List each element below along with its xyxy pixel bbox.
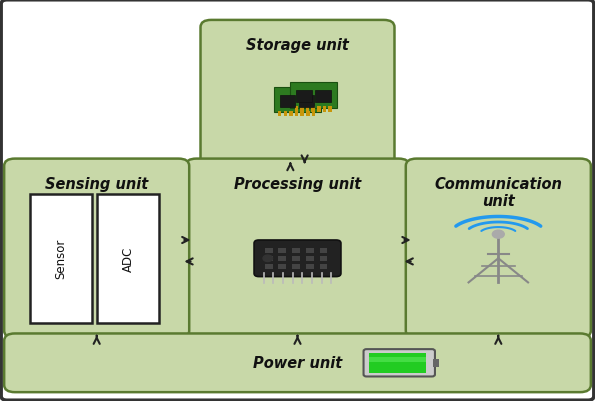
Bar bbox=[315, 91, 331, 103]
Text: Communication
unit: Communication unit bbox=[434, 176, 562, 209]
Bar bbox=[312, 112, 315, 117]
Bar bbox=[299, 95, 314, 107]
Bar bbox=[306, 265, 314, 270]
Bar bbox=[300, 112, 304, 117]
Text: ADC: ADC bbox=[122, 246, 134, 271]
Text: Sensing unit: Sensing unit bbox=[45, 176, 148, 191]
Bar bbox=[292, 257, 300, 261]
Bar bbox=[306, 112, 310, 117]
Bar bbox=[300, 107, 303, 112]
Circle shape bbox=[493, 231, 504, 239]
Bar bbox=[292, 248, 300, 254]
FancyBboxPatch shape bbox=[274, 87, 321, 113]
Bar bbox=[320, 248, 327, 254]
Circle shape bbox=[263, 255, 273, 262]
FancyBboxPatch shape bbox=[254, 240, 341, 277]
Bar bbox=[320, 265, 327, 270]
Bar bbox=[328, 107, 332, 112]
FancyBboxPatch shape bbox=[4, 334, 591, 392]
Bar bbox=[295, 112, 299, 117]
Bar bbox=[369, 357, 427, 362]
Bar bbox=[296, 91, 312, 103]
Bar bbox=[306, 257, 314, 261]
Bar bbox=[265, 257, 273, 261]
FancyBboxPatch shape bbox=[406, 159, 591, 338]
Text: Power unit: Power unit bbox=[253, 355, 342, 371]
Bar bbox=[312, 107, 315, 112]
FancyBboxPatch shape bbox=[201, 21, 394, 168]
Bar bbox=[278, 112, 281, 117]
Bar bbox=[278, 265, 286, 270]
FancyBboxPatch shape bbox=[30, 194, 92, 323]
FancyBboxPatch shape bbox=[364, 349, 435, 377]
Bar bbox=[306, 107, 309, 112]
Text: Processing unit: Processing unit bbox=[234, 176, 361, 191]
Bar bbox=[278, 257, 286, 261]
FancyBboxPatch shape bbox=[290, 83, 337, 108]
Bar bbox=[317, 107, 321, 112]
Text: Storage unit: Storage unit bbox=[246, 38, 349, 53]
FancyBboxPatch shape bbox=[97, 194, 159, 323]
Bar bbox=[295, 107, 298, 112]
FancyBboxPatch shape bbox=[186, 159, 409, 338]
Text: Sensor: Sensor bbox=[55, 239, 67, 279]
Bar bbox=[280, 95, 295, 107]
Bar bbox=[320, 257, 327, 261]
Bar bbox=[322, 107, 326, 112]
Bar bbox=[265, 248, 273, 254]
Bar bbox=[369, 353, 427, 373]
FancyBboxPatch shape bbox=[4, 159, 189, 338]
Bar bbox=[284, 112, 287, 117]
Bar bbox=[306, 248, 314, 254]
Bar bbox=[433, 359, 439, 367]
Bar bbox=[278, 248, 286, 254]
Bar bbox=[292, 265, 300, 270]
Bar bbox=[265, 265, 273, 270]
Bar bbox=[289, 112, 293, 117]
